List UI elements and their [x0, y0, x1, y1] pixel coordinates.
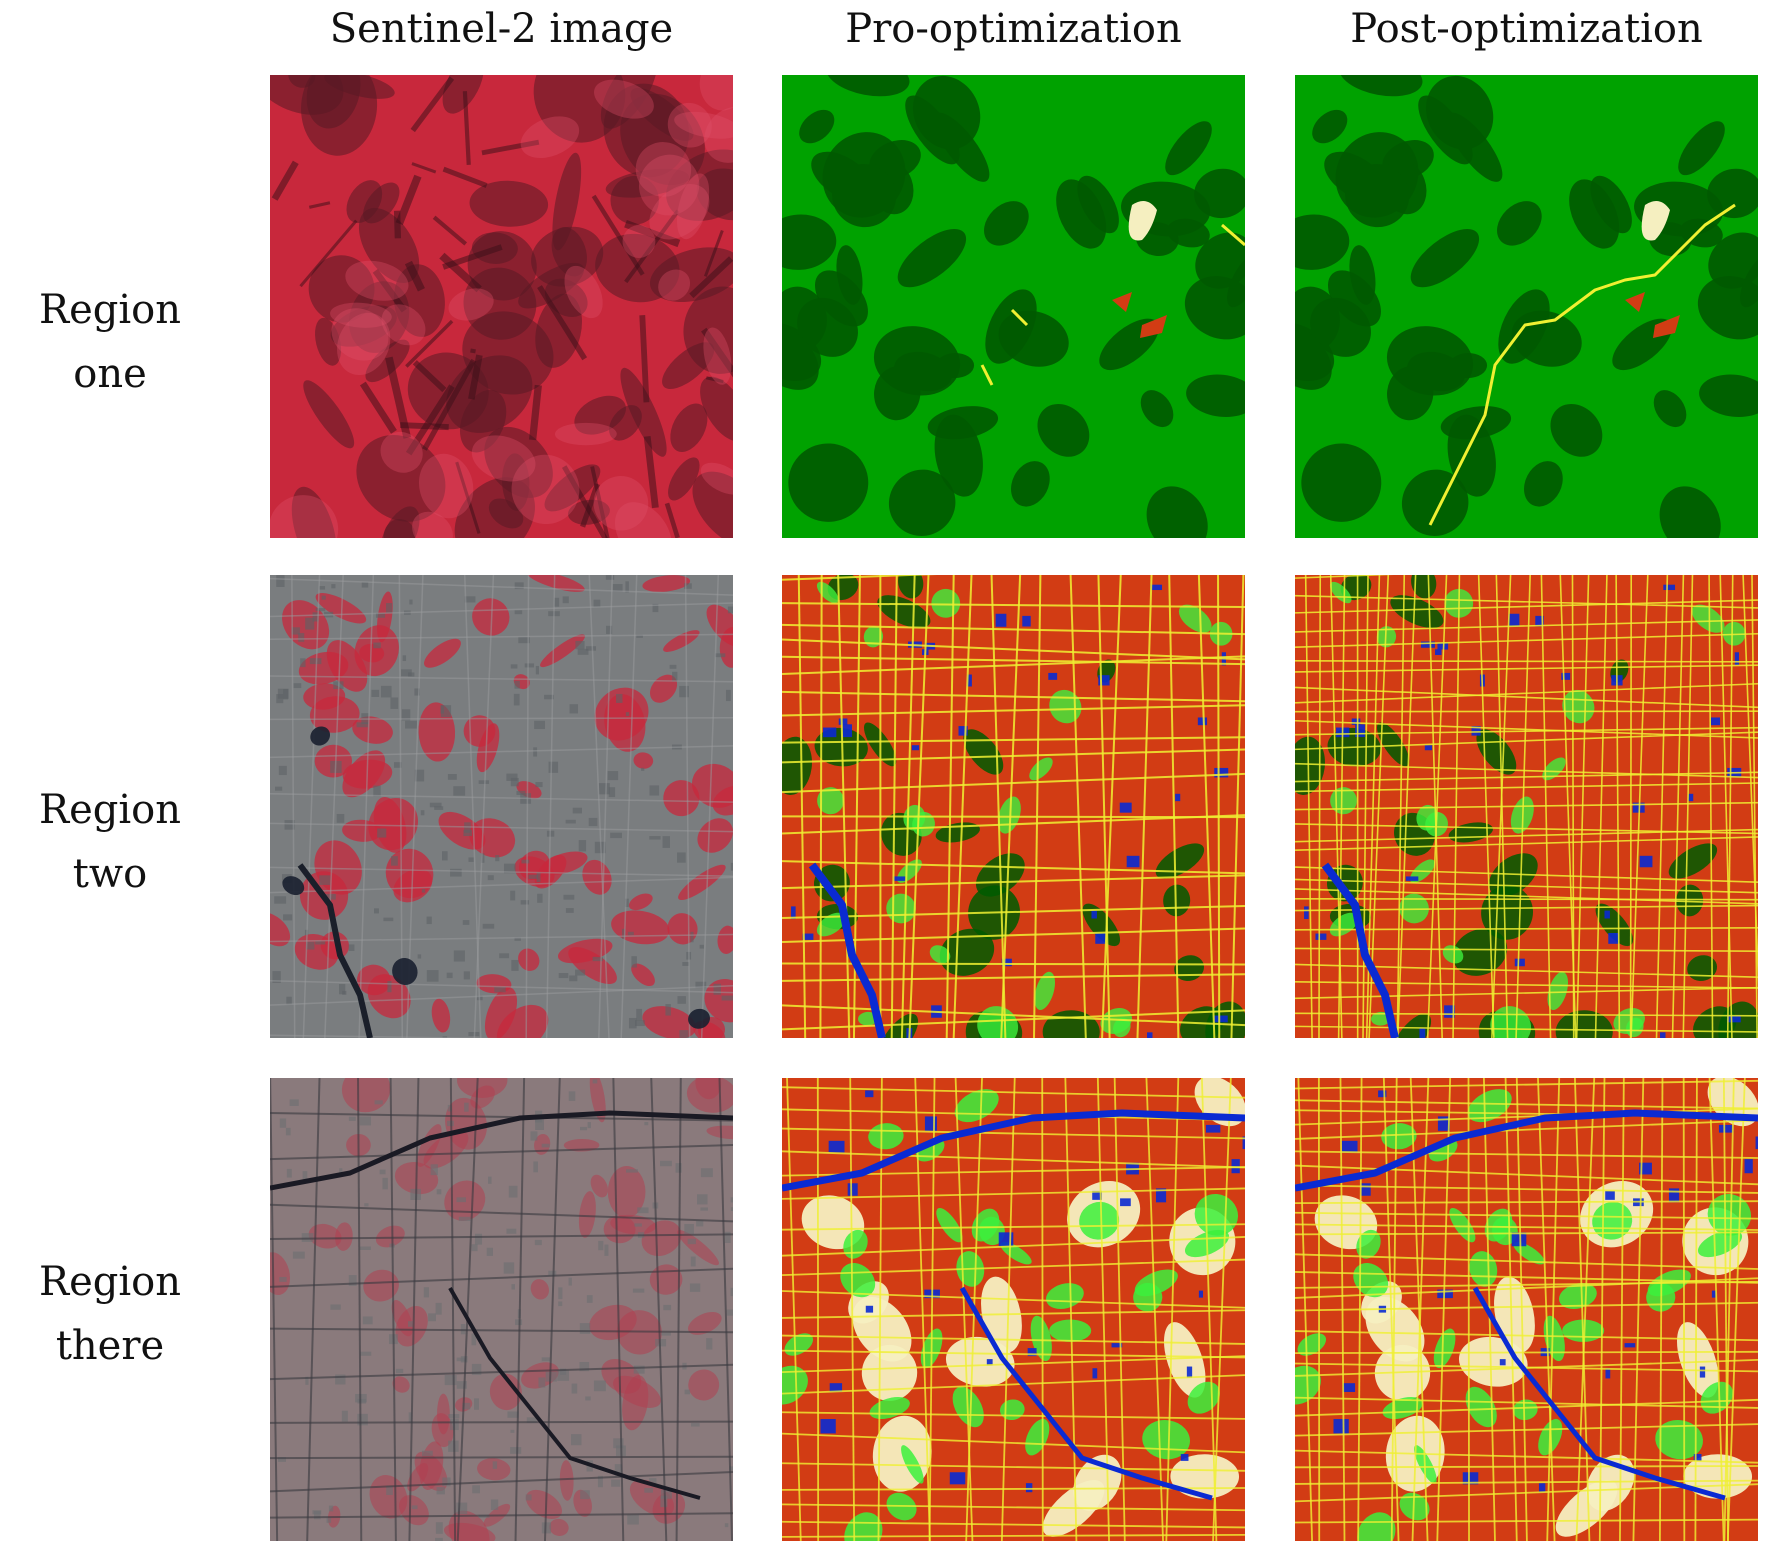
- row-label-line: Region one: [38, 287, 182, 397]
- column-header-sentinel: Sentinel-2 image: [329, 6, 674, 52]
- post-optimization-map-region-two: [1295, 575, 1758, 1038]
- tile-graphic: [270, 1078, 733, 1541]
- tile-graphic: [782, 575, 1245, 1038]
- sentinel-image-region-three: [270, 1078, 733, 1541]
- pro-optimization-map-region-two: [782, 575, 1245, 1038]
- tile-graphic: [270, 75, 733, 538]
- post-optimization-map-region-one: [1295, 75, 1758, 538]
- row-label-region-one: Region one: [0, 278, 220, 406]
- tile-graphic: [1295, 575, 1758, 1038]
- row-label-region-two: Region two: [0, 778, 220, 906]
- post-optimization-map-region-three: [1295, 1078, 1758, 1541]
- column-header-post-optimization: Post-optimization: [1350, 6, 1703, 52]
- pro-optimization-map-region-one: [782, 75, 1245, 538]
- row-label-region-three: Region there: [0, 1250, 220, 1378]
- row-label-line: Region: [38, 1259, 182, 1305]
- sentinel-image-region-one: [270, 75, 733, 538]
- tile-graphic: [782, 75, 1245, 538]
- sentinel-image-region-two: [270, 575, 733, 1038]
- row-label-line: Region two: [38, 787, 182, 897]
- tile-graphic: [1295, 1078, 1758, 1541]
- row-label-line: there: [55, 1323, 165, 1369]
- pro-optimization-map-region-three: [782, 1078, 1245, 1541]
- column-header-pro-optimization: Pro-optimization: [845, 6, 1182, 52]
- tile-graphic: [782, 1078, 1245, 1541]
- tile-graphic: [1295, 75, 1758, 538]
- tile-graphic: [270, 575, 733, 1038]
